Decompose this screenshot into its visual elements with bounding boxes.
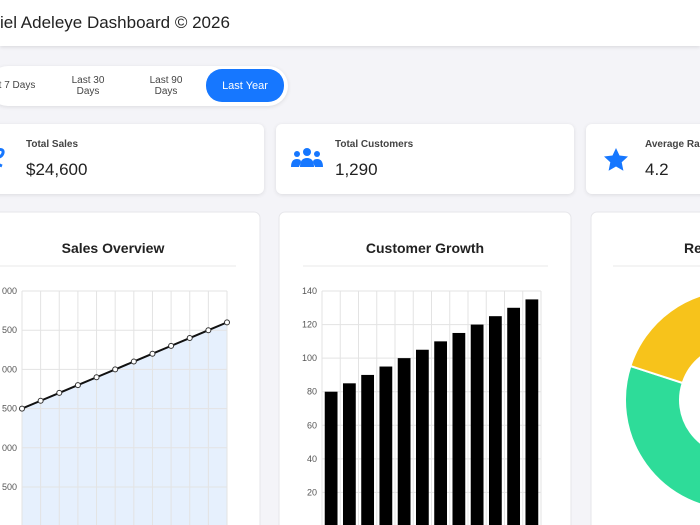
bar <box>452 332 466 525</box>
point <box>112 366 119 373</box>
stat-value: $24,600 <box>26 160 88 179</box>
point <box>74 382 81 389</box>
doughnut-segment <box>629 294 700 385</box>
y-tick-label: 60 <box>307 420 317 430</box>
y-tick-label: 40 <box>307 454 317 464</box>
stat-value: 1,290 <box>335 160 378 179</box>
chart-title: Sales Overview <box>62 240 165 256</box>
point <box>37 397 44 404</box>
bar <box>397 358 411 525</box>
y-tick-label: 000 <box>2 364 17 374</box>
point <box>186 335 193 342</box>
stat-label: Total Sales <box>26 139 79 150</box>
line <box>21 321 228 410</box>
chart-title: Re <box>684 240 700 256</box>
y-tick-label: 500 <box>2 404 17 414</box>
point <box>130 358 137 365</box>
filter-button[interactable]: Last 30 Days <box>71 74 105 97</box>
point <box>224 319 230 326</box>
stat-card <box>276 124 574 194</box>
filter-button[interactable]: Last 90 Days <box>149 74 183 97</box>
y-tick-label: 000 <box>2 286 17 296</box>
point <box>205 327 212 334</box>
stat-card <box>0 124 264 194</box>
users-icon <box>291 148 323 167</box>
chart-title: Customer Growth <box>366 240 484 256</box>
bar <box>324 391 338 525</box>
y-tick-label: 000 <box>2 443 17 453</box>
bar <box>507 307 521 525</box>
bar <box>488 316 502 525</box>
bar <box>361 374 375 525</box>
page-title: iel Adeleye Dashboard © 2026 <box>0 13 230 32</box>
y-tick-label: 140 <box>302 286 317 296</box>
bar <box>342 383 356 525</box>
area <box>22 322 227 525</box>
point <box>19 405 25 412</box>
doughnut-segment <box>624 364 700 506</box>
y-tick-label: 120 <box>302 320 317 330</box>
star-icon <box>604 148 628 171</box>
stat-value: 4.2 <box>645 160 669 179</box>
y-tick-label: 20 <box>307 487 317 497</box>
bar <box>434 341 448 525</box>
y-tick-label: 500 <box>2 325 17 335</box>
header <box>0 0 700 46</box>
y-tick-label: 500 <box>2 482 17 492</box>
filter-button-active[interactable]: Last Year <box>206 69 284 102</box>
bar <box>415 349 429 525</box>
point <box>149 350 156 357</box>
point <box>56 389 63 396</box>
bar <box>525 299 539 525</box>
stat-card <box>586 124 700 194</box>
point <box>93 374 100 381</box>
y-tick-label: 80 <box>307 387 317 397</box>
point <box>168 342 175 349</box>
bar <box>470 324 484 525</box>
dollar-icon <box>0 147 5 168</box>
stat-label: Total Customers <box>335 139 414 150</box>
y-tick-label: 100 <box>302 353 317 363</box>
stat-label: Average Ra <box>645 139 700 150</box>
filter-button[interactable]: t 7 Days <box>0 80 36 91</box>
bar <box>379 366 393 525</box>
